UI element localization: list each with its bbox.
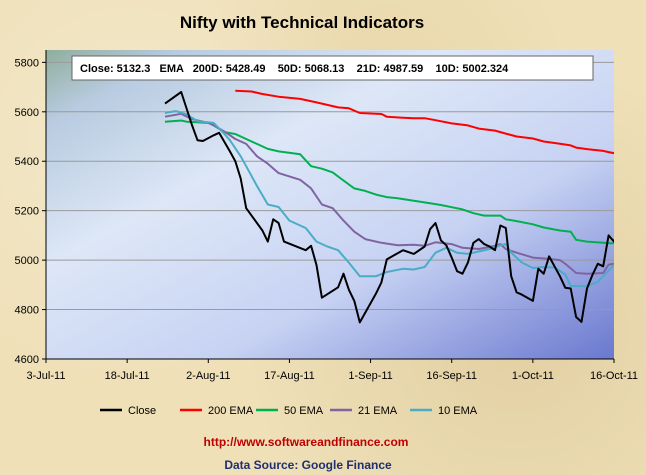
value-annotation: Close: 5132.3 EMA 200D: 5428.49 50D: 506… [80, 63, 509, 75]
series-line-10-ema [164, 110, 614, 288]
y-tick-label: 5000 [15, 255, 39, 267]
x-tick-label: 16-Oct-11 [590, 370, 638, 382]
website-url: http://www.softwareandfinance.com [204, 435, 409, 449]
series-line-close [164, 91, 614, 324]
series-lines [164, 89, 614, 324]
legend-label: 10 EMA [438, 405, 478, 417]
x-tick-label: 1-Oct-11 [512, 370, 554, 382]
chart-title: Nifty with Technical Indicators [180, 13, 424, 32]
legend: Close 200 EMA 50 EMA 21 EMA 10 EMA [100, 405, 478, 417]
x-tick-label: 1-Sep-11 [348, 370, 392, 382]
y-tick-label: 5400 [15, 156, 39, 168]
x-axis-ticks: 3-Jul-11 18-Jul-11 2-Aug-11 17-Aug-11 1-Sep-… [27, 359, 638, 382]
legend-label: 200 EMA [208, 405, 254, 417]
y-axis-ticks: 4600 4800 5000 5200 5400 5600 5800 [15, 57, 46, 366]
value-annotation-box [71, 55, 594, 81]
x-tick-label: 18-Jul-11 [105, 370, 150, 382]
y-tick-label: 4600 [15, 354, 39, 366]
legend-label: Close [128, 405, 156, 417]
series-line-50-ema [164, 119, 614, 245]
y-tick-label: 5200 [15, 206, 39, 218]
y-tick-label: 4800 [15, 305, 39, 317]
y-tick-label: 5800 [15, 57, 39, 69]
plot-area [46, 50, 614, 359]
x-tick-label: 3-Jul-11 [27, 370, 66, 382]
series-line-200-ema [235, 89, 614, 155]
x-tick-label: 2-Aug-11 [186, 370, 230, 382]
legend-label: 50 EMA [284, 405, 324, 417]
series-line-21-ema [164, 112, 614, 275]
x-tick-label: 17-Aug-11 [264, 370, 315, 382]
x-tick-label: 16-Sep-11 [426, 370, 477, 382]
data-source: Data Source: Google Finance [224, 458, 392, 472]
y-tick-label: 5600 [15, 107, 39, 119]
legend-label: 21 EMA [358, 405, 398, 417]
